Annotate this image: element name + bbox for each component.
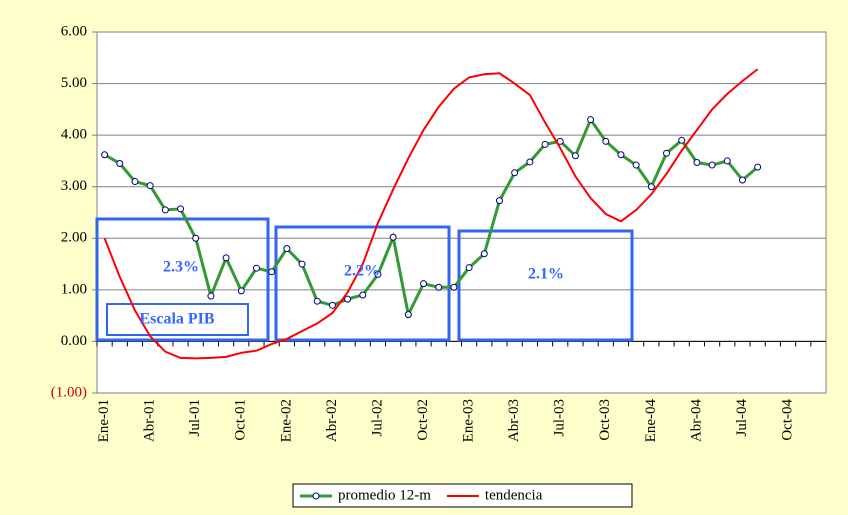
data-point (116, 160, 124, 168)
plot-area (96, 31, 827, 394)
y-tick-label: 6.00 (61, 23, 87, 39)
annotation: 2.1% (528, 266, 564, 283)
data-point (146, 182, 154, 190)
data-point (647, 183, 655, 191)
data-point (465, 264, 473, 272)
data-point (678, 136, 686, 144)
data-point (283, 245, 291, 253)
y-tick-label: 3.00 (61, 178, 87, 194)
annotation-box (106, 303, 249, 336)
legend-label: promedio 12-m (338, 487, 431, 503)
data-point (541, 140, 549, 148)
annotation-box (457, 229, 634, 342)
x-tick-label: Oct-01 (233, 399, 249, 441)
x-tick-label: Jul-03 (552, 399, 568, 437)
series-line (103, 116, 759, 320)
data-point (222, 254, 230, 262)
data-point (435, 283, 443, 291)
annotation: 2.2% (344, 263, 380, 280)
y-tick-label: (1.00) (51, 384, 87, 400)
data-point (404, 311, 412, 319)
data-point (617, 151, 625, 159)
data-point (450, 283, 458, 291)
x-tick-label: Ene-04 (643, 399, 659, 443)
legend-marker (312, 492, 320, 500)
data-point (313, 297, 321, 305)
y-tick-label: 5.00 (61, 75, 87, 91)
x-tick-label: Ene-02 (278, 399, 294, 442)
annotation: 2.3% (163, 259, 199, 276)
x-tick-label: Abr-02 (324, 399, 340, 442)
x-tick-label: Jul-02 (369, 399, 385, 437)
data-point (177, 205, 185, 213)
data-point (359, 291, 367, 299)
data-point (723, 157, 731, 165)
data-point (268, 268, 276, 276)
data-point (298, 260, 306, 268)
data-point (754, 163, 762, 171)
x-tick-label: Oct-02 (415, 399, 431, 441)
data-point (101, 151, 109, 159)
x-tick-label: Ene-03 (461, 399, 477, 442)
annotation-box (274, 225, 451, 342)
series-line (103, 68, 759, 360)
data-point (495, 197, 503, 205)
x-tick-label: Oct-04 (779, 399, 795, 441)
data-point (738, 176, 746, 184)
data-point (663, 149, 671, 157)
data-point (252, 264, 260, 272)
data-point (632, 161, 640, 169)
data-point (237, 287, 245, 295)
x-tick-label: Jul-01 (187, 399, 203, 437)
legend-label: tendencia (485, 487, 543, 503)
x-tick-label: Abr-01 (142, 399, 158, 442)
data-point (374, 270, 382, 278)
data-point (207, 292, 215, 300)
data-point (328, 301, 336, 309)
data-point (526, 158, 534, 166)
data-point (587, 116, 595, 124)
data-point (602, 137, 610, 145)
data-point (344, 295, 352, 303)
data-point (480, 250, 488, 258)
x-tick-label: Oct-03 (597, 399, 613, 441)
annotation: Escala PIB (139, 311, 214, 328)
y-tick-label: 2.00 (61, 230, 87, 246)
x-tick-label: Jul-04 (734, 399, 750, 437)
data-point (693, 158, 701, 166)
x-tick-label: Ene-01 (96, 399, 112, 442)
x-tick-label: Abr-04 (688, 399, 704, 443)
data-point (420, 280, 428, 288)
data-point (571, 152, 579, 160)
data-point (131, 178, 139, 186)
y-tick-label: 1.00 (61, 281, 87, 297)
x-tick-label: Abr-03 (506, 399, 522, 442)
data-point (708, 161, 716, 169)
y-tick-label: 0.00 (61, 333, 87, 349)
data-point (161, 206, 169, 214)
data-point (511, 169, 519, 177)
annotation-box (95, 217, 270, 342)
data-point (192, 234, 200, 242)
y-tick-label: 4.00 (61, 127, 87, 143)
data-point (389, 233, 397, 241)
